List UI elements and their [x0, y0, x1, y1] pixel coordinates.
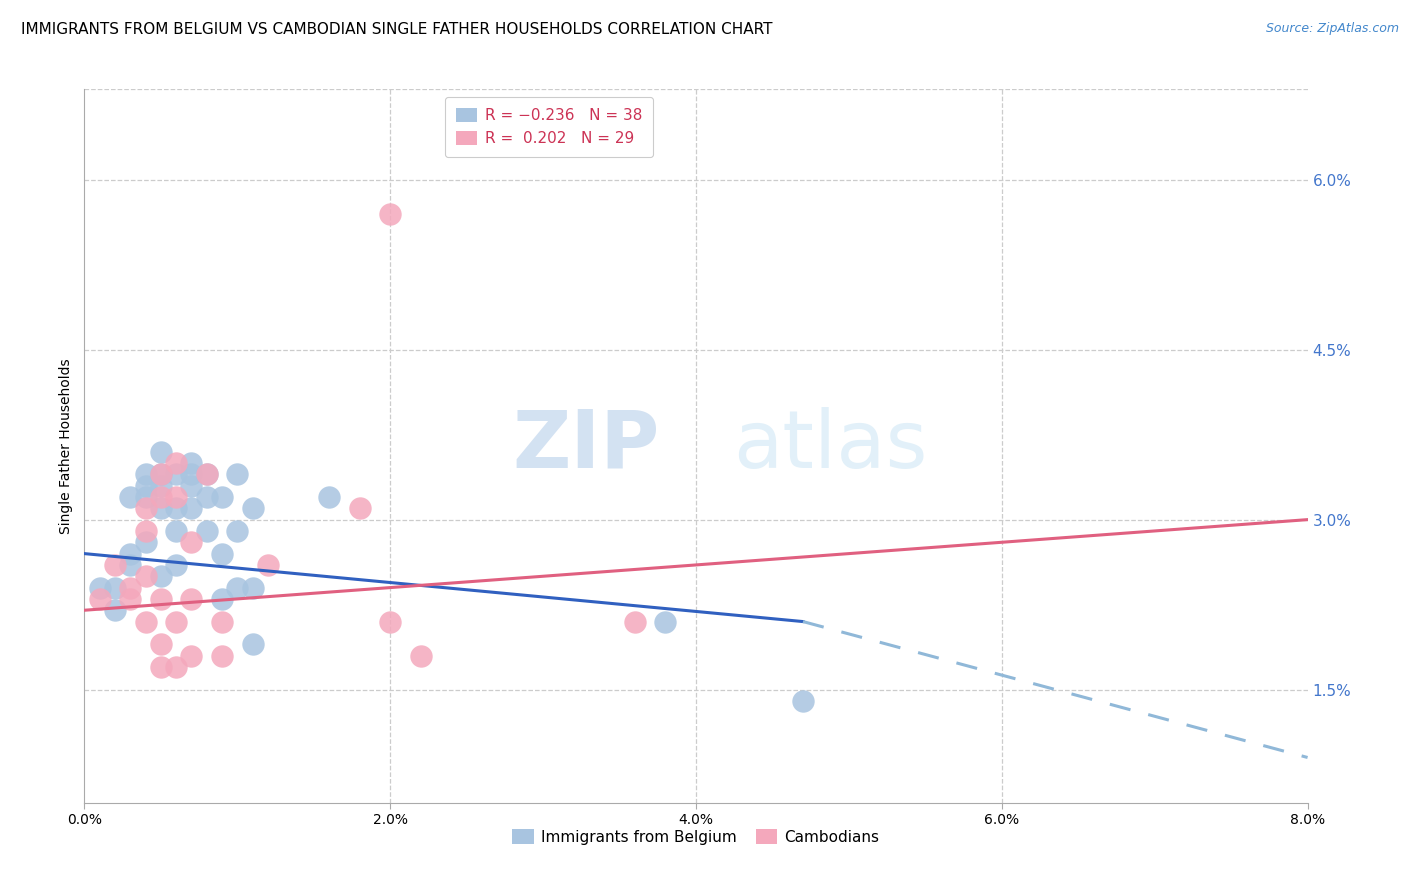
Point — [89, 591, 111, 606]
Point — [226, 467, 249, 482]
Point — [226, 581, 249, 595]
Point — [149, 501, 172, 516]
Point — [195, 467, 218, 482]
Y-axis label: Single Father Households: Single Father Households — [59, 359, 73, 533]
Point — [195, 524, 218, 538]
Text: IMMIGRANTS FROM BELGIUM VS CAMBODIAN SINGLE FATHER HOUSEHOLDS CORRELATION CHART: IMMIGRANTS FROM BELGIUM VS CAMBODIAN SIN… — [21, 22, 772, 37]
Point — [165, 501, 187, 516]
Point — [135, 569, 157, 583]
Point — [135, 524, 157, 538]
Point — [104, 581, 127, 595]
Point — [318, 490, 340, 504]
Point — [165, 615, 187, 629]
Point — [149, 444, 172, 458]
Point — [226, 524, 249, 538]
Point — [165, 558, 187, 572]
Point — [211, 490, 233, 504]
Point — [89, 581, 111, 595]
Point — [135, 501, 157, 516]
Point — [792, 694, 814, 708]
Point — [180, 648, 202, 663]
Point — [380, 615, 402, 629]
Point — [165, 456, 187, 470]
Point — [135, 490, 157, 504]
Point — [624, 615, 647, 629]
Point — [180, 456, 202, 470]
Point — [211, 615, 233, 629]
Point — [149, 660, 172, 674]
Point — [149, 478, 172, 492]
Point — [195, 490, 218, 504]
Point — [242, 501, 264, 516]
Point — [104, 603, 127, 617]
Point — [135, 467, 157, 482]
Point — [165, 490, 187, 504]
Point — [149, 591, 172, 606]
Point — [211, 648, 233, 663]
Point — [180, 467, 202, 482]
Point — [120, 547, 142, 561]
Point — [149, 637, 172, 651]
Point — [135, 535, 157, 549]
Point — [149, 467, 172, 482]
Point — [257, 558, 280, 572]
Point — [165, 467, 187, 482]
Point — [195, 467, 218, 482]
Point — [120, 558, 142, 572]
Point — [211, 547, 233, 561]
Point — [120, 490, 142, 504]
Point — [165, 660, 187, 674]
Point — [149, 569, 172, 583]
Point — [180, 535, 202, 549]
Point — [242, 637, 264, 651]
Text: atlas: atlas — [733, 407, 927, 485]
Point — [180, 501, 202, 516]
Point — [211, 591, 233, 606]
Text: Source: ZipAtlas.com: Source: ZipAtlas.com — [1265, 22, 1399, 36]
Point — [104, 558, 127, 572]
Point — [380, 207, 402, 221]
Point — [135, 478, 157, 492]
Point — [149, 490, 172, 504]
Legend: Immigrants from Belgium, Cambodians: Immigrants from Belgium, Cambodians — [505, 822, 887, 852]
Point — [242, 581, 264, 595]
Point — [349, 501, 371, 516]
Point — [180, 478, 202, 492]
Point — [409, 648, 432, 663]
Point — [149, 467, 172, 482]
Point — [165, 524, 187, 538]
Text: ZIP: ZIP — [512, 407, 659, 485]
Point — [120, 581, 142, 595]
Point — [180, 591, 202, 606]
Point — [654, 615, 676, 629]
Point — [120, 591, 142, 606]
Point — [135, 615, 157, 629]
